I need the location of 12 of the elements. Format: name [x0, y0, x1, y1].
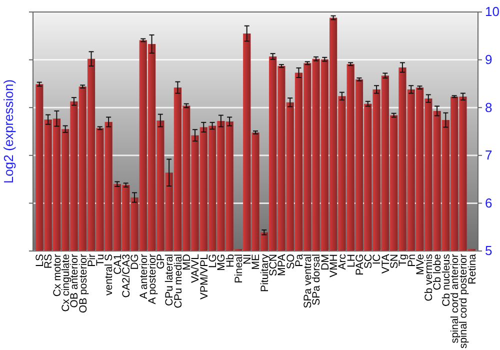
- x-tick-label: RS: [42, 254, 55, 269]
- x-tick-label: Pineal: [232, 254, 245, 284]
- y-tick-label: 6: [485, 195, 492, 210]
- y-tick-label: 9: [485, 52, 492, 67]
- x-tick-label: DG: [129, 254, 142, 270]
- y-tick-label: 8: [485, 100, 492, 115]
- y-tick-label: 10: [485, 4, 500, 20]
- y-axis-title: Log2 (expression): [1, 79, 16, 184]
- y-tick-label: 5: [485, 243, 492, 258]
- x-tick-label: OB posterior: [77, 254, 90, 313]
- y-tick-label: 7: [485, 148, 492, 163]
- x-tick-label: A posterior: [146, 254, 158, 304]
